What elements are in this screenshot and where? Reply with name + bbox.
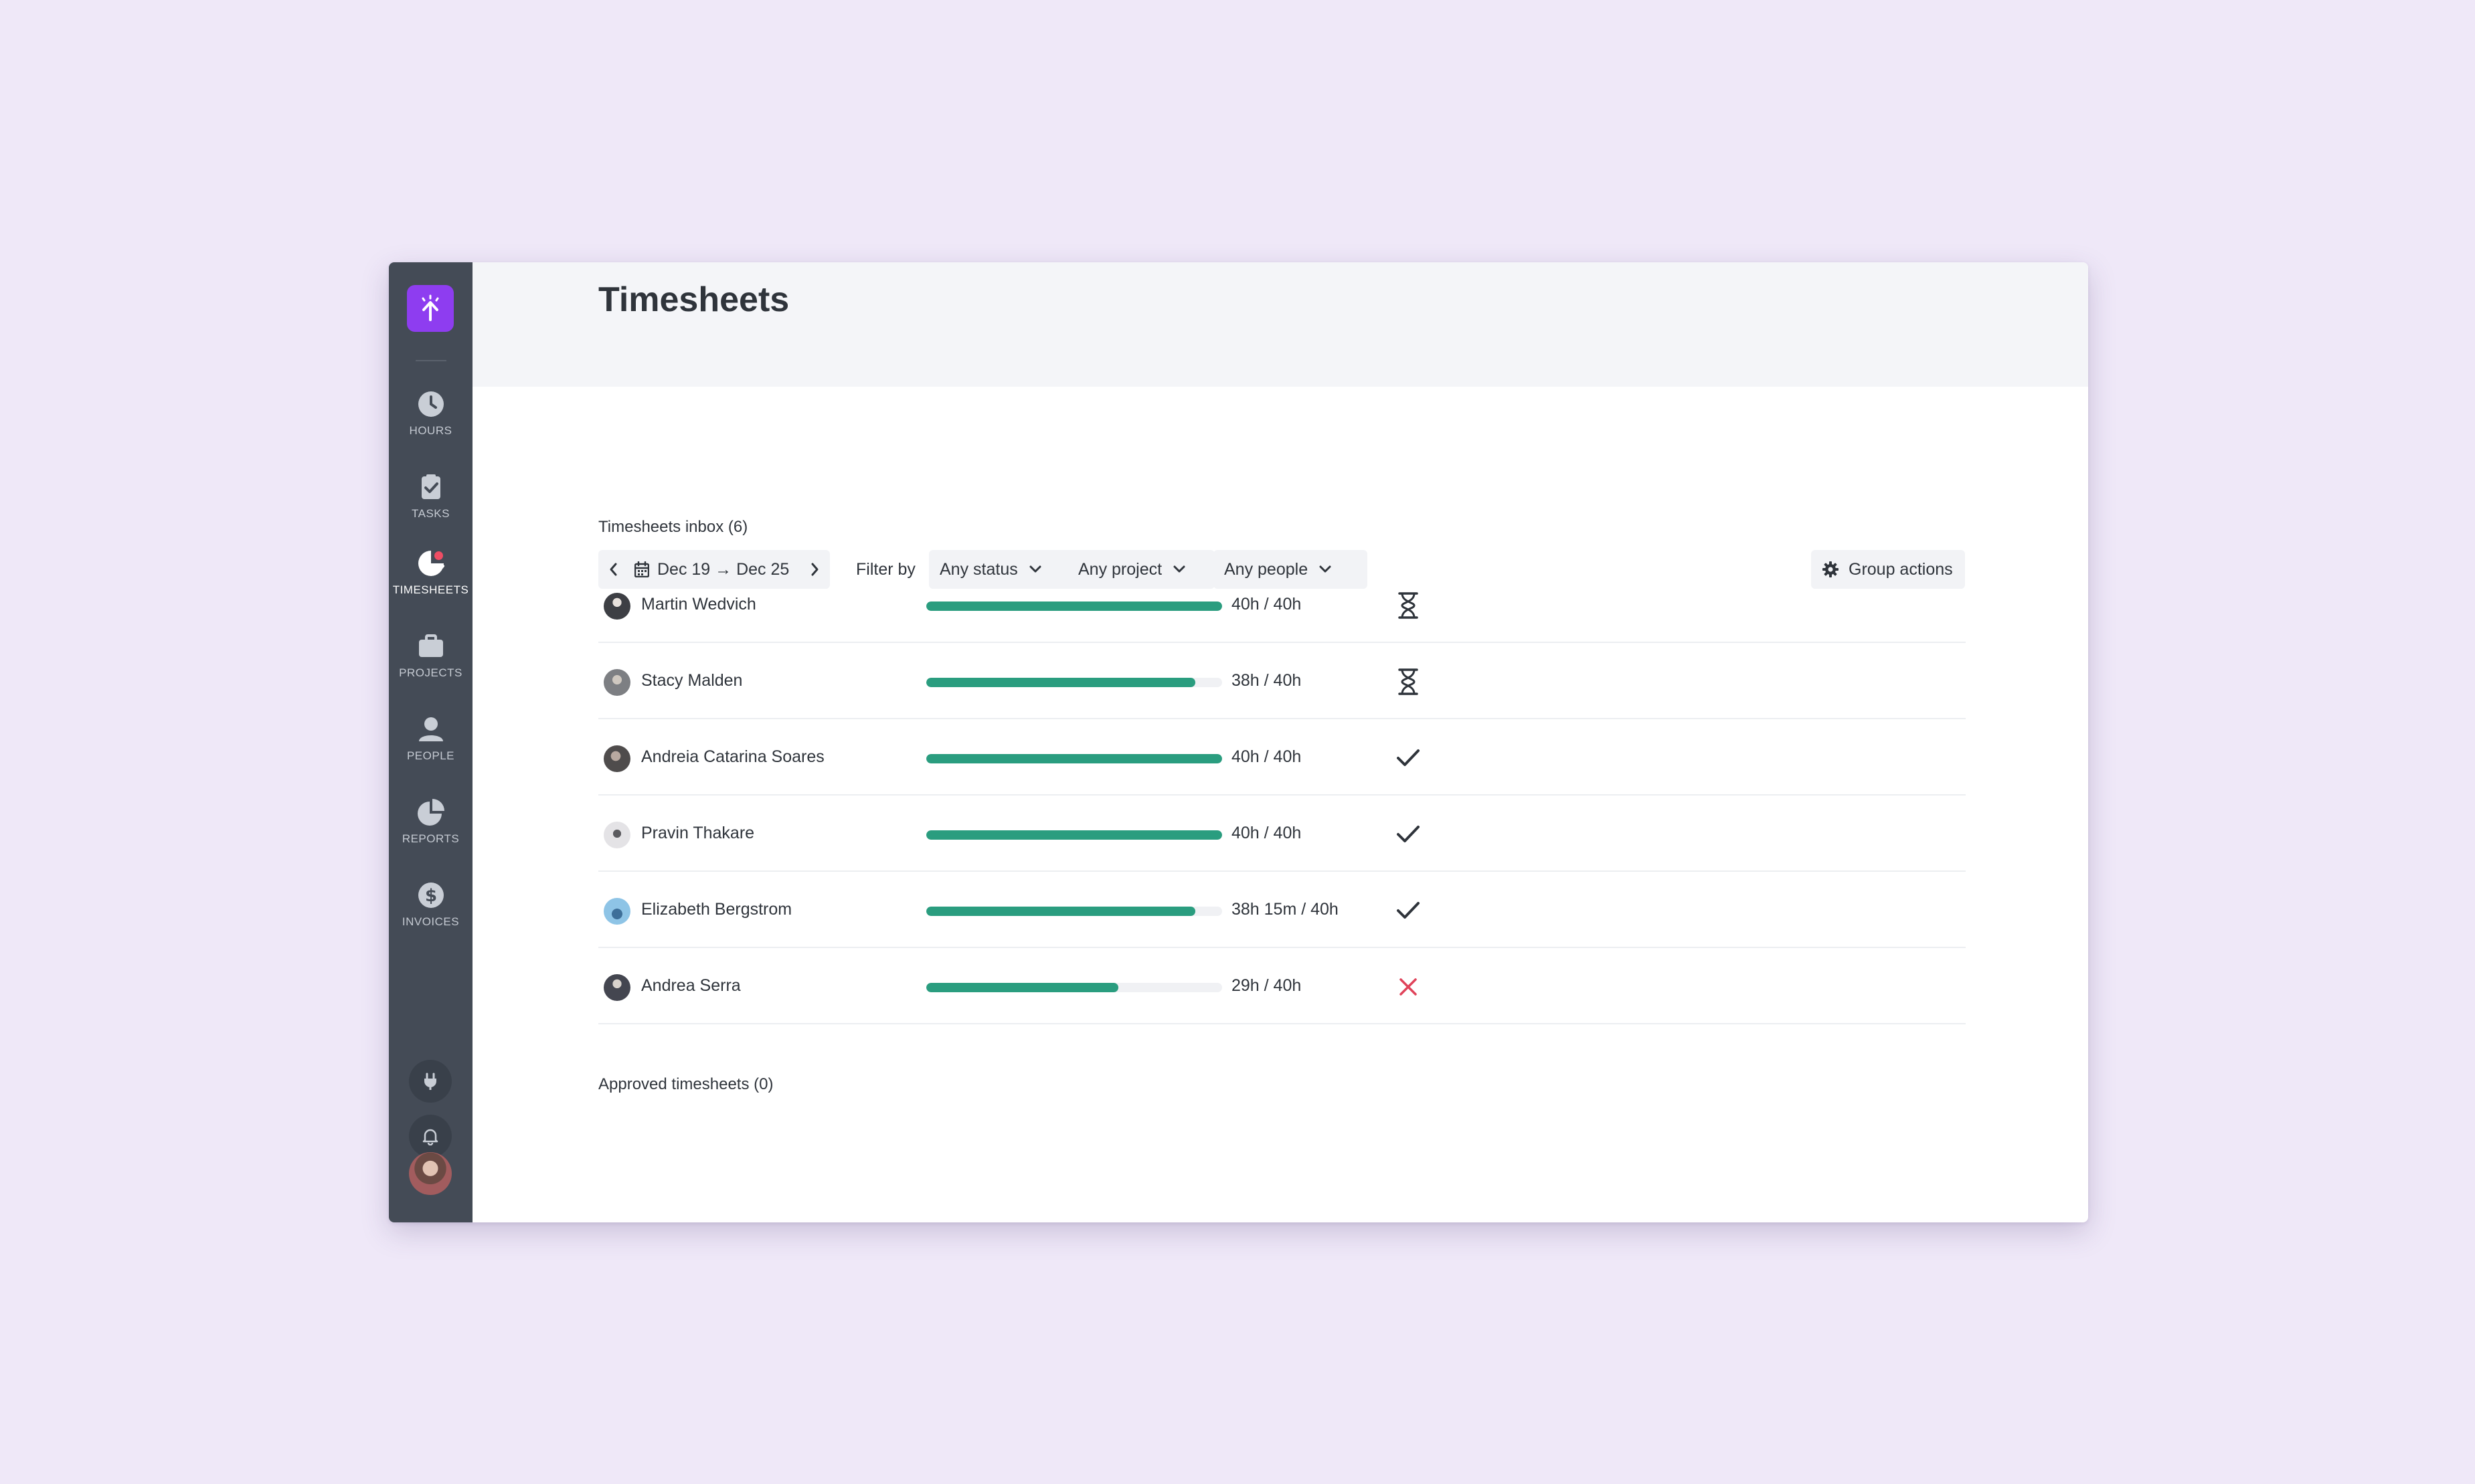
checkmark-icon: [1393, 820, 1423, 849]
chevron-down-icon: [1173, 565, 1186, 574]
avatar: [604, 593, 630, 620]
hours-progress-fill: [926, 907, 1196, 916]
filter-by-label: Filter by: [856, 560, 916, 579]
gear-icon: [1822, 561, 1839, 578]
dollar-icon: $: [415, 879, 447, 911]
sidebar-item-label: HOURS: [409, 424, 452, 437]
sidebar-item-label: TASKS: [412, 507, 450, 520]
close-icon: [1393, 972, 1423, 1002]
hours-text: 38h 15m / 40h: [1231, 900, 1339, 919]
svg-text:$: $: [424, 886, 436, 906]
checkmark-icon: [1393, 896, 1423, 925]
date-range-label[interactable]: Dec 19 → Dec 25: [657, 559, 790, 579]
app-logo[interactable]: [407, 285, 454, 332]
hourglass-icon: [1393, 591, 1423, 620]
person-name: Pravin Thakare: [641, 824, 755, 842]
next-week-button[interactable]: [799, 550, 830, 589]
chevron-left-icon: [610, 563, 617, 576]
hours-progress-bar: [926, 601, 1222, 611]
people-filter-dropdown[interactable]: Any people: [1213, 550, 1367, 589]
chevron-down-icon: [1318, 565, 1332, 574]
person-name: Martin Wedvich: [641, 595, 756, 614]
group-actions-button[interactable]: Group actions: [1811, 550, 1965, 589]
avatar: [604, 898, 630, 925]
calendar-icon: [634, 561, 649, 577]
person-name: Andrea Serra: [641, 976, 741, 995]
sidebar-item-label: PEOPLE: [406, 749, 455, 762]
project-filter-value: Any project: [1078, 559, 1163, 579]
hours-progress-bar: [926, 983, 1222, 992]
chevron-down-icon: [1029, 565, 1042, 574]
hours-progress-fill: [926, 983, 1119, 992]
hours-progress-bar: [926, 907, 1222, 916]
notification-dot: [432, 550, 444, 561]
timesheet-row[interactable]: Elizabeth Bergstrom 38h 15m / 40h: [598, 872, 1966, 948]
person-name: Elizabeth Bergstrom: [641, 900, 792, 919]
avatar: [604, 822, 630, 848]
status-filter-value: Any status: [940, 559, 1018, 579]
avatar: [604, 745, 630, 772]
project-filter-dropdown[interactable]: Any project: [1068, 550, 1215, 589]
user-avatar[interactable]: [409, 1152, 452, 1195]
sidebar: HOURS TASKS TIMESHEETS PROJECTS PEO: [389, 262, 473, 1222]
sidebar-item-hours[interactable]: HOURS: [389, 381, 473, 448]
sidebar-item-projects[interactable]: PROJECTS: [389, 624, 473, 690]
hours-text: 40h / 40h: [1231, 824, 1302, 842]
group-actions-label: Group actions: [1849, 559, 1953, 579]
hours-progress-fill: [926, 601, 1222, 611]
timesheet-row[interactable]: Stacy Malden 38h / 40h: [598, 643, 1966, 719]
hours-progress-fill: [926, 754, 1222, 763]
hours-progress-bar: [926, 830, 1222, 840]
timesheet-icon: [415, 547, 447, 579]
main-content: Dec 19 → Dec 25 Filter by Any status Any…: [473, 387, 2088, 1222]
page-title: Timesheets: [598, 280, 790, 319]
hours-progress-fill: [926, 678, 1196, 687]
person-name: Stacy Malden: [641, 671, 743, 690]
sidebar-item-label: REPORTS: [402, 832, 460, 845]
date-range-picker: Dec 19 → Dec 25: [598, 550, 830, 589]
sidebar-item-label: INVOICES: [402, 915, 460, 928]
clock-icon: [415, 388, 447, 420]
previous-week-button[interactable]: [598, 550, 629, 589]
sidebar-item-tasks[interactable]: TASKS: [389, 464, 473, 531]
sidebar-divider: [416, 360, 446, 361]
person-name: Andreia Catarina Soares: [641, 747, 825, 766]
timesheet-row[interactable]: Andreia Catarina Soares 40h / 40h: [598, 719, 1966, 796]
hours-progress-bar: [926, 754, 1222, 763]
hourglass-icon: [1393, 667, 1423, 697]
clipboard-check-icon: [415, 471, 447, 503]
avatar: [604, 974, 630, 1001]
bell-icon: [422, 1129, 438, 1145]
hours-text: 40h / 40h: [1231, 595, 1302, 614]
briefcase-icon: [415, 630, 447, 662]
sidebar-item-timesheets[interactable]: TIMESHEETS: [389, 541, 473, 608]
pie-chart-icon: [415, 796, 447, 828]
app-window: HOURS TASKS TIMESHEETS PROJECTS PEO: [389, 262, 2088, 1222]
plug-icon: [424, 1073, 436, 1090]
notifications-button[interactable]: [409, 1115, 452, 1157]
people-filter-value: Any people: [1224, 559, 1308, 579]
logo-arrow-icon: [422, 294, 439, 321]
sidebar-item-label: TIMESHEETS: [392, 583, 469, 596]
timesheet-list: Martin Wedvich 40h / 40h Stacy Malden 38…: [598, 567, 1966, 1024]
timesheet-row[interactable]: Martin Wedvich 40h / 40h: [598, 567, 1966, 643]
hours-text: 40h / 40h: [1231, 747, 1302, 766]
sidebar-item-reports[interactable]: REPORTS: [389, 790, 473, 856]
timesheet-row[interactable]: Andrea Serra 29h / 40h: [598, 948, 1966, 1024]
person-icon: [415, 713, 447, 745]
chevron-right-icon: [811, 563, 819, 576]
timesheet-row[interactable]: Pravin Thakare 40h / 40h: [598, 796, 1966, 872]
integrations-button[interactable]: [409, 1060, 452, 1103]
checkmark-icon: [1393, 743, 1423, 773]
sidebar-item-people[interactable]: PEOPLE: [389, 707, 473, 773]
hours-text: 38h / 40h: [1231, 671, 1302, 690]
avatar: [604, 669, 630, 696]
hours-text: 29h / 40h: [1231, 976, 1302, 995]
sidebar-item-label: PROJECTS: [399, 666, 462, 679]
hours-progress-bar: [926, 678, 1222, 687]
status-filter-dropdown[interactable]: Any status: [929, 550, 1076, 589]
page-header: Timesheets: [473, 262, 2088, 387]
hours-progress-fill: [926, 830, 1222, 840]
sidebar-item-invoices[interactable]: $ INVOICES: [389, 872, 473, 939]
